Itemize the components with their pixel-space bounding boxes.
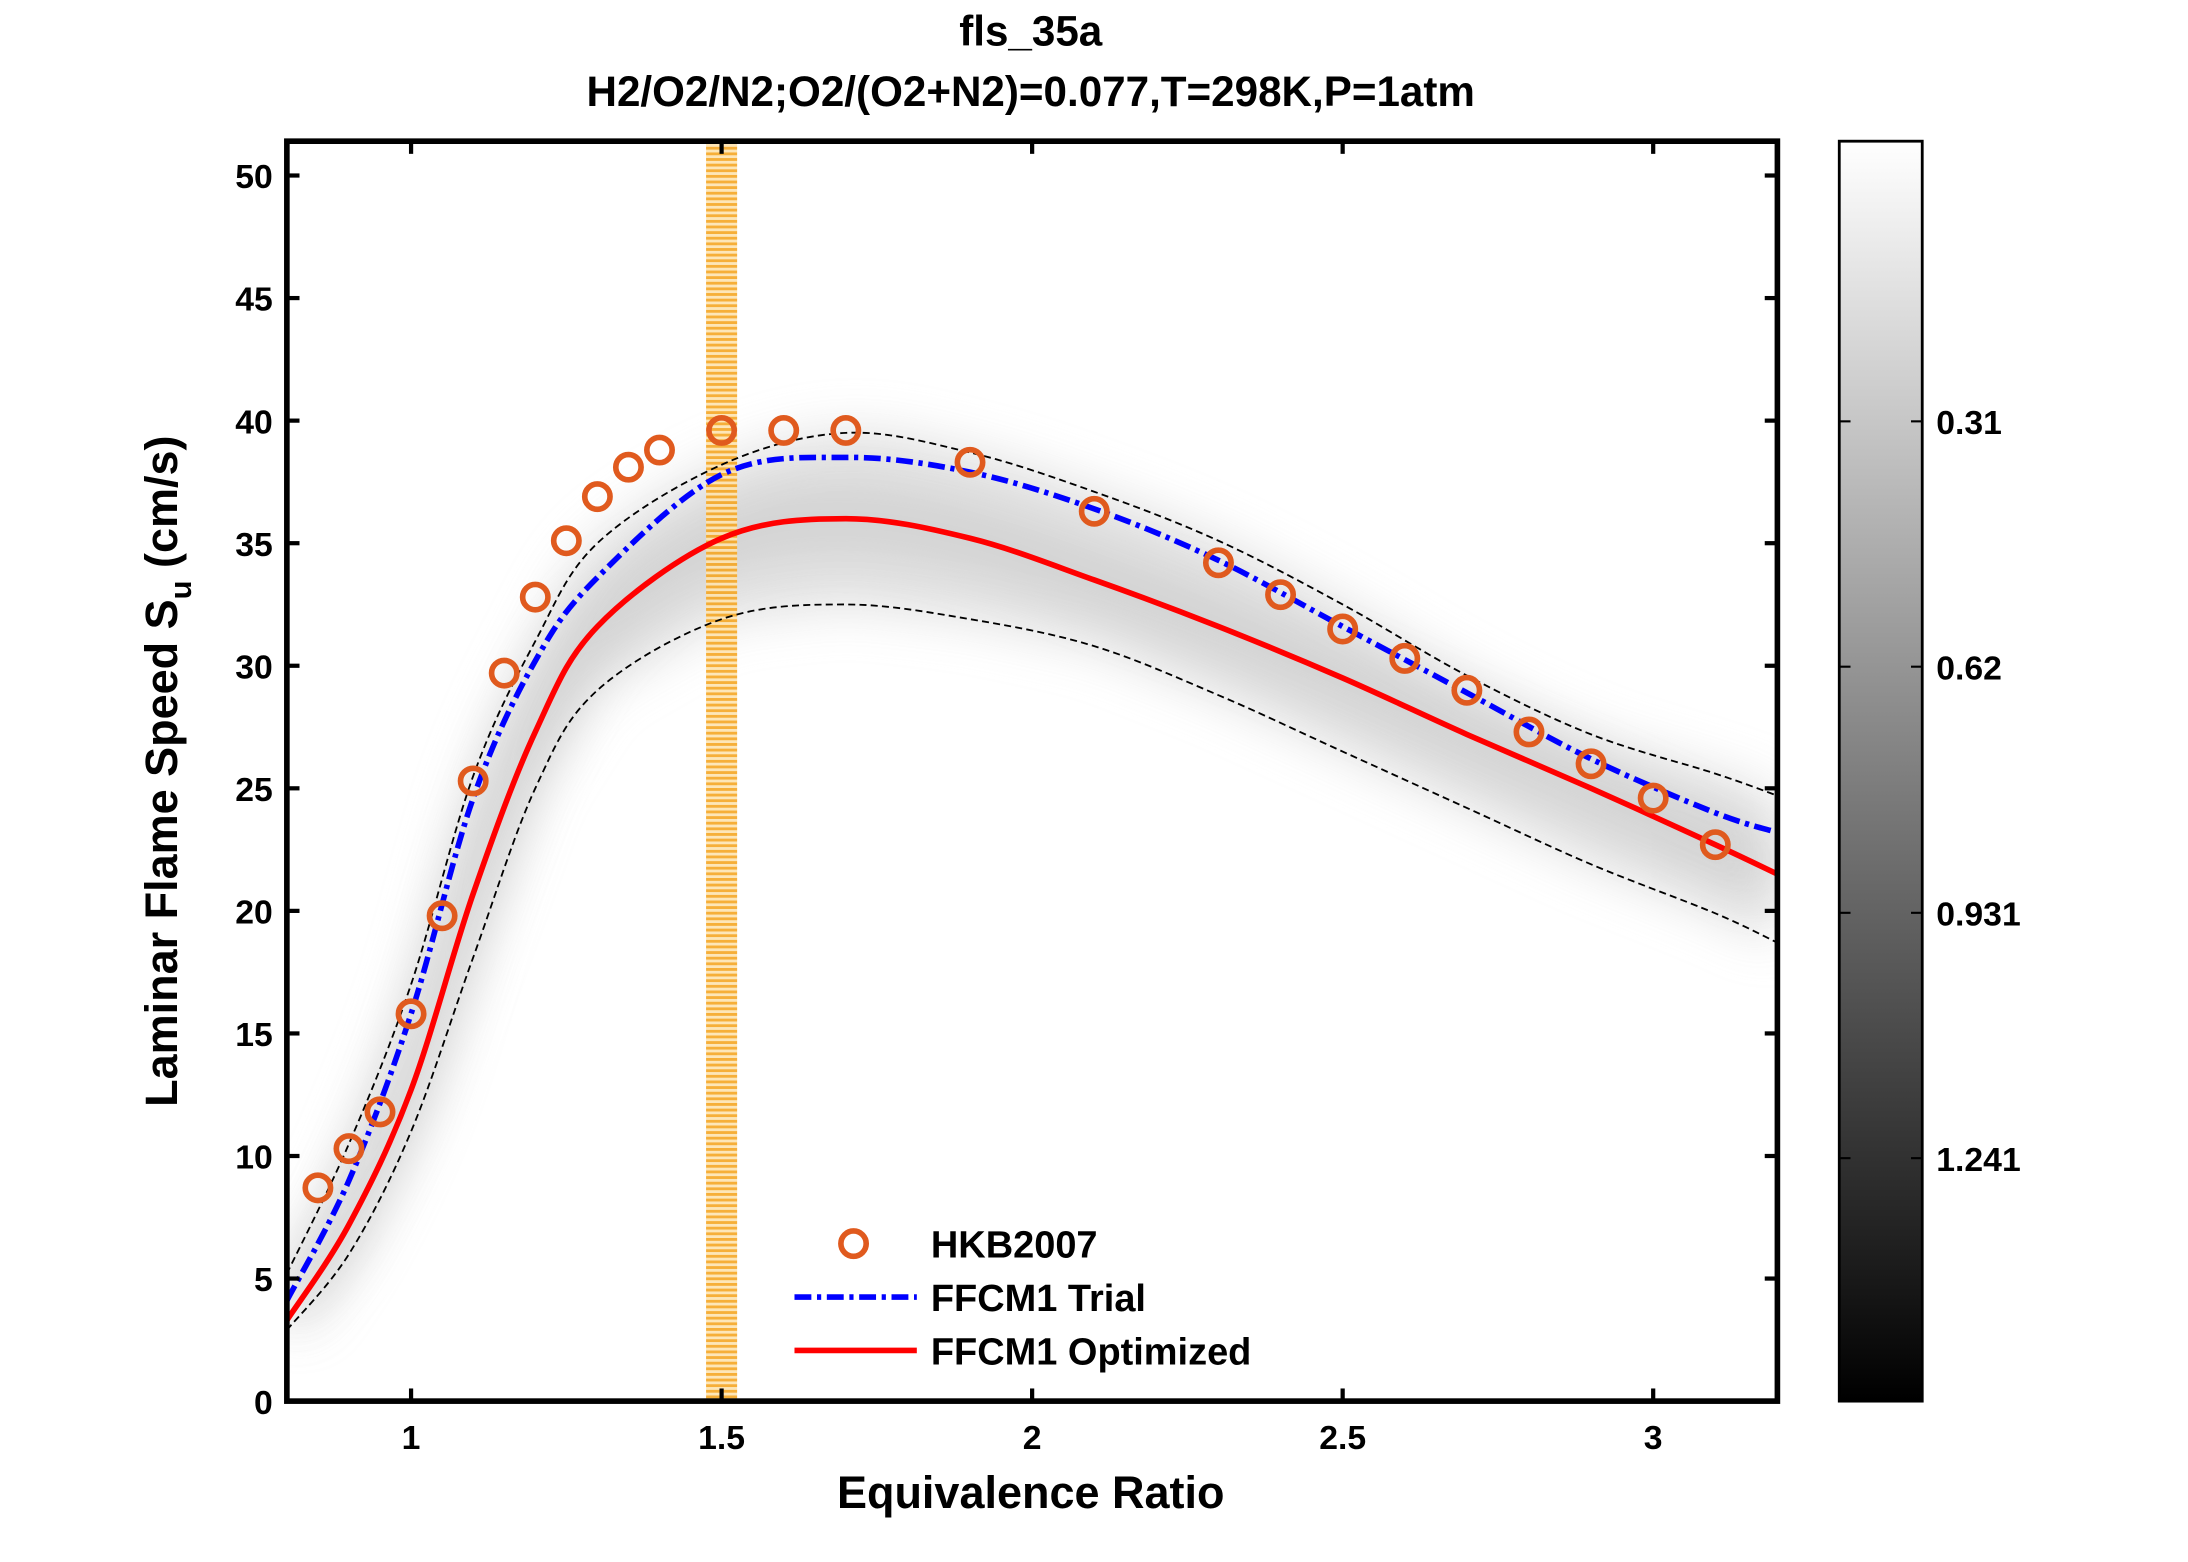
x-tick-label: 1	[402, 1419, 421, 1457]
data-point	[830, 414, 862, 446]
uncertainty-shading	[286, 432, 1778, 1331]
legend-label: FFCM1 Trial	[931, 1278, 1146, 1320]
series-line-ffcm1-trial	[286, 454, 1778, 1302]
y-axis-label: Laminar Flame Speed Su (cm/s)	[136, 435, 198, 1106]
uncertainty-bound-lower	[286, 603, 1778, 1331]
colorbar-tick-label: 0.62	[1936, 649, 2002, 687]
y-tick-label: 40	[235, 403, 273, 441]
legend: HKB2007 FFCM1 Trial FFCM1 Optimized	[794, 1225, 1251, 1374]
y-tick-label: 30	[235, 648, 273, 686]
y-tick-label: 10	[235, 1139, 273, 1177]
x-tick-label: 2	[1023, 1419, 1042, 1457]
data-point	[1575, 748, 1607, 780]
uncertainty-core-shading	[286, 497, 1778, 1332]
data-point	[364, 1096, 396, 1128]
data-point	[302, 1172, 334, 1204]
legend-label: FFCM1 Optimized	[931, 1332, 1251, 1374]
data-point	[426, 900, 458, 932]
y-tick-label: 15	[235, 1016, 273, 1054]
data-point	[1513, 716, 1545, 748]
data-point	[457, 765, 489, 797]
legend-label: HKB2007	[931, 1225, 1098, 1267]
data-point	[1389, 642, 1421, 674]
data-point	[1451, 674, 1483, 706]
y-tick-label: 50	[235, 158, 273, 196]
y-tick-label: 25	[235, 771, 273, 809]
highlight-band	[706, 141, 738, 1402]
data-point	[519, 581, 551, 613]
y-tick-label: 35	[235, 526, 273, 564]
legend-marker-hkb2007	[838, 1228, 870, 1260]
colorbar-tick-label: 0.31	[1936, 404, 2002, 442]
data-point	[768, 414, 800, 446]
x-tick-label: 1.5	[698, 1419, 745, 1457]
x-tick-label: 3	[1644, 1419, 1663, 1457]
series-line-ffcm1-optimized	[286, 515, 1778, 1322]
data-point	[1637, 782, 1669, 814]
chart-title: fls_35a	[959, 8, 1103, 55]
data-point	[333, 1133, 365, 1165]
data-point	[550, 525, 582, 557]
data-point	[395, 998, 427, 1030]
data-point	[1699, 829, 1731, 861]
data-point	[1202, 547, 1234, 579]
x-axis-label: Equivalence Ratio	[837, 1467, 1225, 1518]
colorbar	[1837, 139, 1924, 1403]
colorbar-tick-label: 1.241	[1936, 1141, 2020, 1179]
data-point	[581, 481, 613, 513]
data-point	[1327, 613, 1359, 645]
y-tick-label: 5	[254, 1261, 273, 1299]
data-point	[1265, 579, 1297, 611]
x-tick-label: 2.5	[1319, 1419, 1366, 1457]
data-point	[612, 451, 644, 483]
data-point	[488, 657, 520, 689]
data-point	[954, 446, 986, 478]
data-point	[644, 434, 675, 466]
data-point	[706, 414, 738, 446]
chart-subtitle: H2/O2/N2;O2/(O2+N2)=0.077,T=298K,P=1atm	[587, 68, 1475, 115]
data-point	[1078, 495, 1110, 527]
y-tick-label: 0	[254, 1384, 273, 1422]
y-tick-label: 45	[235, 281, 273, 319]
y-tick-label: 20	[235, 894, 273, 932]
colorbar-tick-label: 0.931	[1936, 895, 2020, 933]
